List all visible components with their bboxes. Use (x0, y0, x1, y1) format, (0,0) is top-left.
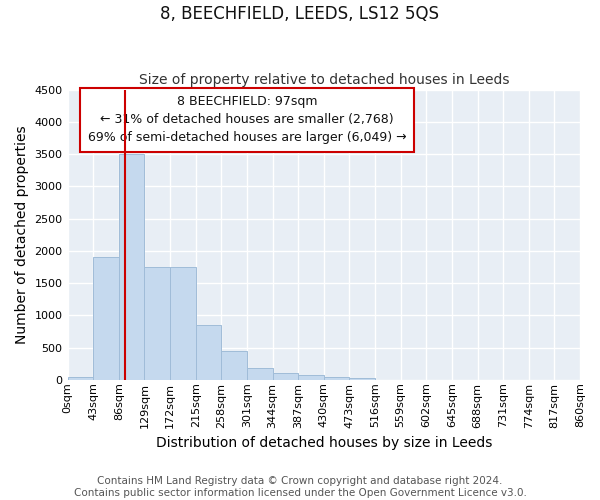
Bar (119, 154, 145, 380)
Bar (221, 350, 247, 380)
Text: 8, BEECHFIELD, LEEDS, LS12 5QS: 8, BEECHFIELD, LEEDS, LS12 5QS (161, 5, 439, 23)
Text: Contains HM Land Registry data © Crown copyright and database right 2024.
Contai: Contains HM Land Registry data © Crown c… (74, 476, 526, 498)
Title: Size of property relative to detached houses in Leeds: Size of property relative to detached ho… (139, 73, 509, 87)
Bar (68, 376, 93, 380)
Bar (93, 257, 119, 380)
Bar (324, 376, 349, 380)
Y-axis label: Number of detached properties: Number of detached properties (15, 126, 29, 344)
Bar (247, 368, 272, 380)
X-axis label: Distribution of detached houses by size in Leeds: Distribution of detached houses by size … (155, 436, 492, 450)
Bar (196, 325, 221, 380)
Bar (170, 267, 196, 380)
Text: 8 BEECHFIELD: 97sqm
← 31% of detached houses are smaller (2,768)
69% of semi-det: 8 BEECHFIELD: 97sqm ← 31% of detached ho… (88, 96, 406, 144)
Bar (145, 267, 170, 380)
Bar (298, 374, 324, 380)
Bar (349, 378, 375, 380)
Bar (272, 374, 298, 380)
